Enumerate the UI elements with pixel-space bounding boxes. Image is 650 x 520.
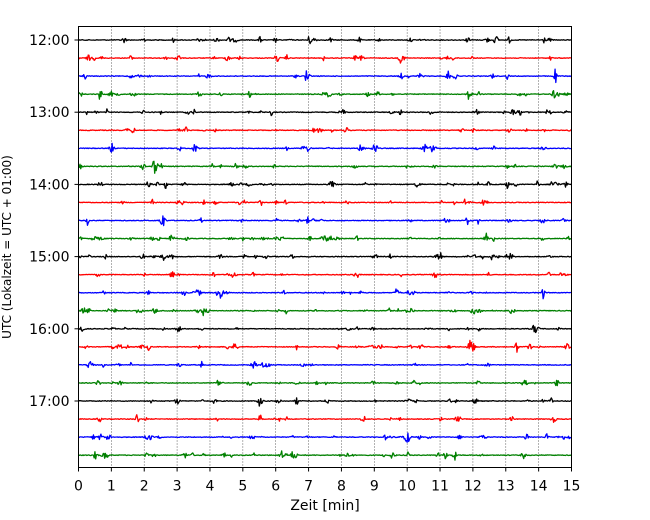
seismic-trace [78, 414, 572, 423]
seismic-trace [78, 271, 572, 279]
seismic-trace [78, 180, 572, 190]
x-tick-label: 3 [173, 479, 182, 495]
y-axis-ticks: 12:00 13:00 14:00 15:00 16:00 17:00 [29, 33, 79, 410]
x-tick-label: 15 [563, 479, 581, 495]
seismic-trace [78, 432, 572, 443]
seismic-trace [78, 252, 572, 261]
seismic-trace [78, 397, 572, 407]
y-tick-label: 15:00 [29, 250, 69, 266]
x-tick-label: 14 [530, 479, 548, 495]
y-tick-label: 17:00 [29, 394, 69, 410]
seismic-trace [77, 160, 572, 174]
seismic-trace [78, 339, 572, 353]
seismic-trace [78, 288, 572, 300]
x-tick-label: 4 [206, 479, 215, 495]
seismic-trace [78, 108, 572, 117]
x-tick-label: 1 [107, 479, 116, 495]
x-tick-label: 10 [398, 479, 416, 495]
y-tick-label: 14:00 [29, 177, 69, 193]
y-tick-label: 12:00 [29, 33, 69, 49]
seismic-trace [78, 126, 572, 134]
x-tick-label: 7 [304, 479, 313, 495]
x-tick-label: 12 [464, 479, 482, 495]
seismic-trace [78, 379, 572, 387]
seismic-trace [78, 232, 572, 242]
seismic-trace [78, 450, 572, 461]
x-tick-label: 9 [370, 479, 379, 495]
x-tick-label: 5 [238, 479, 247, 495]
seismic-trace [78, 35, 572, 45]
seismic-trace [78, 360, 572, 369]
seismic-trace [78, 142, 572, 153]
y-tick-label: 16:00 [29, 322, 69, 338]
x-tick-label: 11 [431, 479, 449, 495]
x-tick-label: 6 [271, 479, 280, 495]
seismic-trace [78, 198, 572, 207]
seismic-trace [78, 68, 572, 84]
seismic-trace [78, 215, 572, 227]
y-tick-label: 13:00 [29, 105, 69, 121]
seismic-trace [77, 89, 572, 100]
x-axis-label: Zeit [min] [290, 498, 359, 514]
x-axis-ticks: 0 1 2 3 4 5 6 7 8 9 10 11 12 13 14 15 [74, 467, 581, 495]
plot-frame [78, 26, 572, 468]
x-tick-label: 0 [74, 479, 83, 495]
trace-group [77, 35, 572, 461]
x-tick-label: 2 [140, 479, 149, 495]
seismic-trace [77, 54, 572, 64]
y-axis-label: UTC (Lokalzeit = UTC + 01:00) [0, 155, 14, 339]
seismic-trace [78, 324, 572, 334]
x-tick-label: 13 [497, 479, 515, 495]
seismic-trace [78, 307, 572, 317]
x-tick-label: 8 [337, 479, 346, 495]
